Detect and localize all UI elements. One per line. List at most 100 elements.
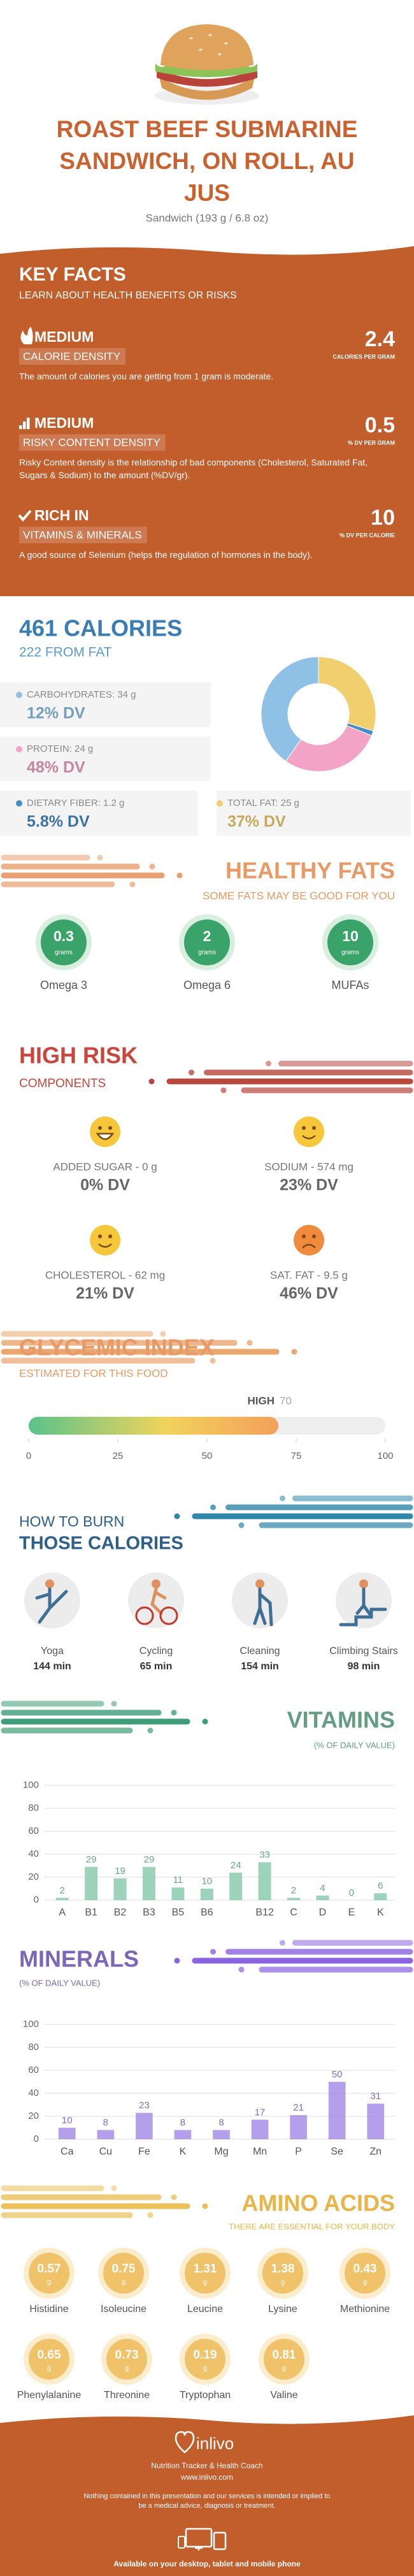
- x-tick-label: Mn: [253, 2146, 267, 2157]
- section-subtitle: COMPONENTS: [19, 1077, 106, 1090]
- value-label: 29: [86, 1854, 97, 1865]
- section-title: AMINO ACIDS: [241, 2190, 395, 2216]
- bar: [55, 1898, 69, 1900]
- face-eye: [302, 1234, 306, 1238]
- amino-name: Leucine: [187, 2304, 223, 2315]
- risk-dv: 21% DV: [76, 1285, 134, 1303]
- fact-label-box: [19, 434, 166, 451]
- nutrient-row: [0, 791, 197, 835]
- fat-unit: grams: [341, 949, 359, 956]
- fat-circle: [184, 919, 230, 965]
- decor-dot: [280, 1940, 285, 1946]
- y-tick-label: 0: [34, 1894, 39, 1905]
- face: [90, 1225, 120, 1255]
- amino-value: 0.65: [38, 2348, 61, 2362]
- y-tick-label: 40: [28, 1848, 39, 1859]
- availability: Available on your desktop, tablet and mo…: [113, 2559, 301, 2568]
- amino-name: Lysine: [268, 2304, 297, 2315]
- value-label: 33: [259, 1850, 270, 1861]
- decor-dot: [210, 1358, 216, 1364]
- section-title: THOSE CALORIES: [19, 1533, 183, 1554]
- amino-circle: [345, 2253, 385, 2294]
- activity-minutes: 98 min: [348, 1661, 380, 1672]
- activity-body: [35, 1587, 68, 1624]
- fat-circle: [327, 919, 373, 965]
- x-tick-label: B5: [172, 1907, 185, 1918]
- tagline: Nutrition Tracker & Health Coach: [151, 2461, 262, 2470]
- amino-name: Tryptophan: [180, 2390, 231, 2401]
- wheel: [159, 1606, 178, 1625]
- decor-dot: [174, 1958, 180, 1964]
- bar: [113, 1878, 127, 1900]
- amino-circle: [103, 2253, 144, 2294]
- value-label: 10: [62, 2115, 73, 2126]
- bar: [174, 2130, 192, 2139]
- y-tick-label: 20: [28, 1871, 39, 1882]
- chart-title: VITAMINS: [287, 1707, 395, 1733]
- amino-unit: g: [122, 2278, 125, 2286]
- value-label: 21: [293, 2102, 304, 2113]
- value-label: 2: [60, 1885, 65, 1896]
- disclaimer: Nothing contained in this presentation a…: [83, 2492, 331, 2510]
- bar: [290, 2115, 307, 2139]
- sesame: [224, 42, 228, 45]
- x-tick-label: B1: [85, 1907, 97, 1918]
- risk-label: ADDED SUGAR - 0 g: [53, 1160, 157, 1173]
- bar: [287, 1898, 301, 1900]
- face-eye: [98, 1234, 102, 1238]
- amino-unit: g: [203, 2278, 207, 2286]
- chart-subtitle: (% OF DAILY VALUE): [314, 1740, 395, 1750]
- decor-dot: [266, 1060, 271, 1067]
- bar: [251, 2119, 269, 2139]
- decor-dot: [171, 1709, 177, 1716]
- x-tick-label: B3: [143, 1907, 155, 1918]
- amino-name: Threonine: [104, 2390, 150, 2401]
- gi-bar: [29, 1417, 278, 1435]
- bar: [316, 1895, 329, 1900]
- fact-label-box: [19, 527, 147, 543]
- amino-unit: g: [282, 2364, 286, 2372]
- fat-name: Omega 6: [183, 979, 231, 992]
- bar: [374, 1893, 387, 1900]
- amino-circle: [29, 2339, 69, 2380]
- bar: [171, 1887, 185, 1900]
- section-title: 461 CALORIES: [19, 615, 182, 641]
- decor-dot: [202, 2203, 208, 2209]
- logo-heart: [175, 2431, 195, 2454]
- donut-segment: [285, 725, 373, 772]
- section-title: HIGH RISK: [19, 1043, 138, 1069]
- decor-dot: [238, 1966, 245, 1973]
- activity-head: [359, 1579, 368, 1588]
- amino-value: 0.75: [112, 2262, 136, 2276]
- face: [294, 1225, 324, 1255]
- fact-label-box: [19, 348, 126, 365]
- nutrient-dot: [16, 800, 22, 807]
- amino-name: Phenylalanine: [17, 2390, 82, 2401]
- face-mouth: [302, 1135, 316, 1139]
- amino-value: 1.31: [194, 2262, 217, 2276]
- face-eye: [312, 1234, 316, 1238]
- nutrient-dv: 5.8% DV: [27, 813, 90, 831]
- risk-dv: 0% DV: [80, 1176, 130, 1194]
- activity-bg: [128, 1572, 184, 1628]
- value-label: 2: [291, 1885, 296, 1896]
- nutrient-dot: [217, 800, 223, 807]
- fact-level: MEDIUM: [34, 414, 94, 431]
- x-tick-label: K: [180, 2146, 187, 2157]
- nutrient-row: [217, 791, 411, 835]
- fat-value: 2: [203, 928, 211, 944]
- y-tick-label: 100: [23, 2019, 39, 2030]
- url: www.inlivo.com: [180, 2473, 233, 2482]
- amino-circle: [29, 2253, 69, 2294]
- decor-dot: [147, 1727, 153, 1734]
- flame-icon: [20, 326, 33, 344]
- decor-dot: [174, 1513, 180, 1519]
- x-tick-label: C: [290, 1907, 297, 1918]
- value-label: 19: [115, 1866, 125, 1877]
- bun-bottom: [159, 77, 255, 100]
- value-label: 11: [173, 1875, 183, 1885]
- fat-name: MUFAs: [331, 979, 369, 992]
- value-label: 23: [139, 2100, 150, 2111]
- x-tick-label: Zn: [369, 2146, 382, 2157]
- face-eye: [98, 1126, 102, 1130]
